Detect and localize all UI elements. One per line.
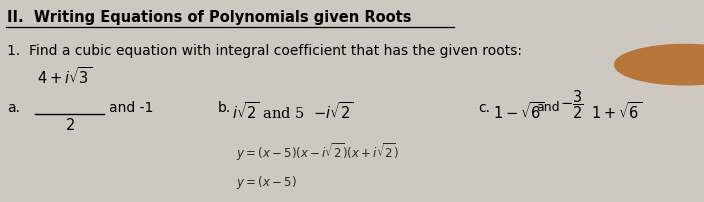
Text: c.: c.	[479, 101, 491, 115]
Text: $y=(x-5)(x-i\sqrt{2})(x+i\sqrt{2})$: $y=(x-5)(x-i\sqrt{2})(x+i\sqrt{2})$	[236, 141, 398, 163]
Circle shape	[615, 44, 704, 85]
Text: $-\dfrac{3}{2}$: $-\dfrac{3}{2}$	[560, 89, 583, 121]
Text: $2$: $2$	[65, 117, 75, 133]
Text: $y=(x-5)$: $y=(x-5)$	[236, 174, 296, 191]
Text: a.: a.	[7, 101, 20, 115]
Text: and -1: and -1	[109, 101, 153, 115]
Text: b.: b.	[218, 101, 232, 115]
Text: $4+i\sqrt{3}$: $4+i\sqrt{3}$	[37, 66, 92, 87]
Text: 1.  Find a cubic equation with integral coefficient that has the given roots:: 1. Find a cubic equation with integral c…	[7, 44, 522, 58]
Text: $1+\sqrt{6}$: $1+\sqrt{6}$	[591, 101, 643, 122]
Text: $i\sqrt{2}$ and 5  $-i\sqrt{2}$: $i\sqrt{2}$ and 5 $-i\sqrt{2}$	[232, 101, 353, 122]
Text: II.  Writing Equations of Polynomials given Roots: II. Writing Equations of Polynomials giv…	[7, 10, 412, 25]
Text: $1-\sqrt{6}$: $1-\sqrt{6}$	[493, 101, 544, 122]
Text: and: and	[536, 101, 560, 114]
